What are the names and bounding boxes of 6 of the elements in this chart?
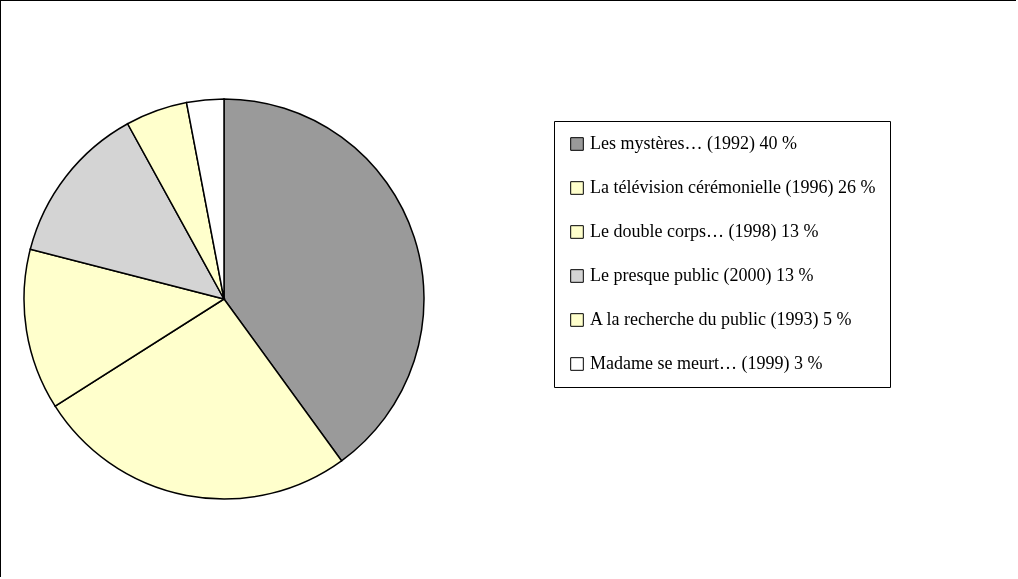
legend-label: Le presque public (2000) 13 % — [590, 265, 814, 286]
legend-label: Madame se meurt… (1999) 3 % — [590, 353, 823, 374]
legend-label: Les mystères… (1992) 40 % — [590, 133, 797, 154]
legend-label: La télévision cérémonielle (1996) 26 % — [590, 177, 876, 198]
legend-label: A la recherche du public (1993) 5 % — [590, 309, 852, 330]
legend-label: Le double corps… (1998) 13 % — [590, 221, 819, 242]
